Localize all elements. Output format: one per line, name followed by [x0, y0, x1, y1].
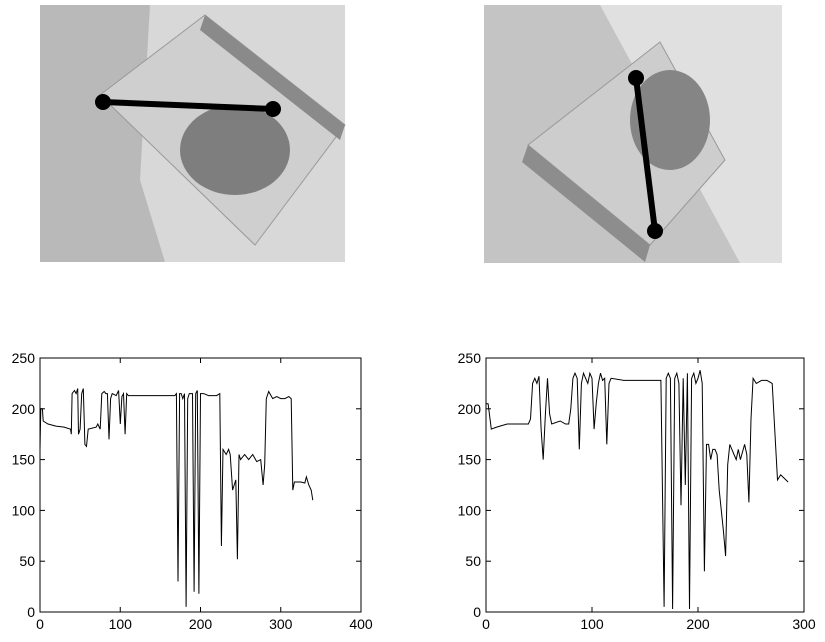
- y-tick-label: 100: [458, 502, 482, 518]
- x-tick-label: 200: [189, 616, 213, 632]
- photo-left: [40, 5, 346, 262]
- x-tick-label: 300: [792, 616, 816, 632]
- x-tick-label: 400: [349, 616, 373, 632]
- data-line: [486, 370, 789, 610]
- y-tick-label: 250: [12, 350, 36, 366]
- y-tick-label: 50: [465, 553, 481, 569]
- y-tick-label: 200: [12, 401, 36, 417]
- x-tick-label: 100: [580, 616, 604, 632]
- x-tick-label: 0: [36, 616, 44, 632]
- x-tick-label: 0: [482, 616, 490, 632]
- y-tick-label: 0: [473, 604, 481, 620]
- y-tick-label: 150: [12, 452, 36, 468]
- photo-right: [484, 5, 782, 263]
- y-tick-label: 250: [458, 350, 482, 366]
- y-tick-label: 150: [458, 452, 482, 468]
- y-tick-label: 50: [19, 553, 35, 569]
- y-tick-label: 200: [458, 401, 482, 417]
- axes-box: [485, 357, 805, 613]
- x-tick-label: 200: [686, 616, 710, 632]
- y-tick-label: 100: [12, 502, 36, 518]
- data-line: [39, 388, 314, 607]
- x-tick-label: 100: [109, 616, 133, 632]
- y-tick-label: 0: [27, 604, 35, 620]
- x-tick-label: 300: [269, 616, 293, 632]
